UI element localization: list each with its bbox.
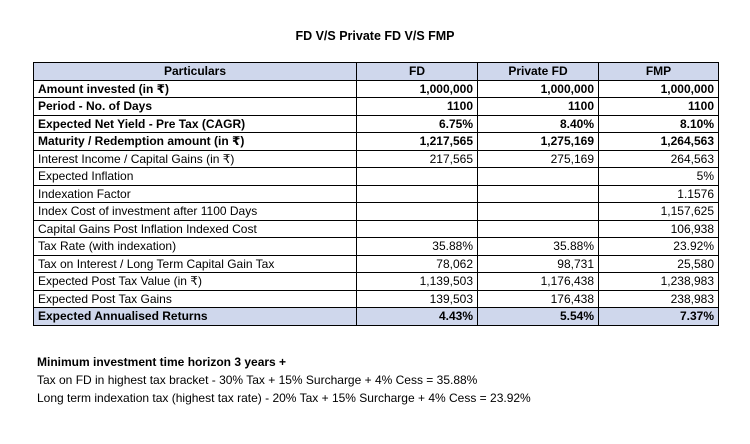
cell-private-fd: 1,000,000 (477, 79, 599, 98)
notes-heading: Minimum investment time horizon 3 years … (37, 355, 287, 369)
cell-fmp: 1,238,983 (598, 272, 719, 291)
notes: Minimum investment time horizon 3 years … (37, 353, 531, 407)
table-row: Indexation Factor 1.1576 (33, 184, 719, 203)
header-fmp: FMP (598, 62, 719, 81)
cell-fd: 35.88% (356, 237, 478, 256)
cell-fmp: 8.10% (598, 114, 719, 133)
cell-particulars: Amount invested (in ₹) (33, 79, 357, 98)
cell-fmp: 238,983 (598, 289, 719, 308)
cell-private-fd: 1,275,169 (477, 132, 599, 151)
cell-private-fd: 1100 (477, 97, 599, 116)
cell-fmp: 264,563 (598, 149, 719, 168)
cell-particulars: Tax Rate (with indexation) (33, 237, 357, 256)
comparison-table: Particulars FD Private FD FMP Amount inv… (33, 62, 719, 326)
cell-particulars: Expected Annualised Returns (33, 307, 357, 326)
cell-fmp: 1100 (598, 97, 719, 116)
cell-particulars: Tax on Interest / Long Term Capital Gain… (33, 254, 357, 273)
cell-particulars: Expected Net Yield - Pre Tax (CAGR) (33, 114, 357, 133)
table-row: Expected Net Yield - Pre Tax (CAGR) 6.75%… (33, 114, 719, 133)
cell-private-fd: 35.88% (477, 237, 599, 256)
cell-fd: 4.43% (356, 307, 478, 326)
cell-fmp: 7.37% (598, 307, 719, 326)
cell-fmp: 23.92% (598, 237, 719, 256)
cell-fmp: 106,938 (598, 219, 719, 238)
table-row: Amount invested (in ₹) 1,000,000 1,000,000… (33, 79, 719, 98)
cell-fd: 1,000,000 (356, 79, 478, 98)
cell-fd (356, 184, 478, 203)
table-row: Expected Post Tax Gains 139,503 176,438 238… (33, 289, 719, 308)
cell-fd: 6.75% (356, 114, 478, 133)
cell-fd: 1,217,565 (356, 132, 478, 151)
cell-fd: 217,565 (356, 149, 478, 168)
page-title: FD V/S Private FD V/S FMP (295, 29, 455, 43)
notes-line-fd-tax: Tax on FD in highest tax bracket - 30% T… (37, 373, 478, 387)
cell-private-fd: 275,169 (477, 149, 599, 168)
cell-fd: 78,062 (356, 254, 478, 273)
cell-private-fd (477, 184, 599, 203)
cell-particulars: Period - No. of Days (33, 97, 357, 116)
table-row: Tax Rate (with indexation) 35.88% 35.88% 23… (33, 237, 719, 256)
cell-particulars: Index Cost of investment after 1100 Days (33, 202, 357, 221)
cell-particulars: Expected Inflation (33, 167, 357, 186)
cell-private-fd: 5.54% (477, 307, 599, 326)
header-particulars: Particulars (33, 62, 357, 81)
cell-private-fd (477, 167, 599, 186)
table-row: Interest Income / Capital Gains (in ₹) 21… (33, 149, 719, 168)
cell-fd: 1100 (356, 97, 478, 116)
cell-particulars: Interest Income / Capital Gains (in ₹) (33, 149, 357, 168)
cell-fd: 139,503 (356, 289, 478, 308)
table-row: Expected Post Tax Value (in ₹) 1,139,503 1… (33, 272, 719, 291)
table-row: Maturity / Redemption amount (in ₹) 1,217… (33, 132, 719, 151)
table-row: Expected Annualised Returns 4.43% 5.54% 7.3… (33, 307, 719, 326)
table-row: Tax on Interest / Long Term Capital Gain… (33, 254, 719, 273)
cell-fd: 1,139,503 (356, 272, 478, 291)
table-row: Index Cost of investment after 1100 Days… (33, 202, 719, 221)
cell-particulars: Expected Post Tax Value (in ₹) (33, 272, 357, 291)
notes-line-indexation-tax: Long term indexation tax (highest tax ra… (37, 391, 531, 405)
table-row: Period - No. of Days 1100 1100 1100 (33, 97, 719, 116)
cell-fd (356, 167, 478, 186)
cell-fmp: 1.1576 (598, 184, 719, 203)
cell-private-fd (477, 219, 599, 238)
cell-particulars: Capital Gains Post Inflation Indexed Cos… (33, 219, 357, 238)
cell-private-fd: 1,176,438 (477, 272, 599, 291)
header-private-fd: Private FD (477, 62, 599, 81)
cell-particulars: Maturity / Redemption amount (in ₹) (33, 132, 357, 151)
cell-fmp: 1,000,000 (598, 79, 719, 98)
cell-private-fd: 98,731 (477, 254, 599, 273)
table-header-row: Particulars FD Private FD FMP (33, 62, 719, 81)
cell-fmp: 5% (598, 167, 719, 186)
cell-private-fd (477, 202, 599, 221)
cell-fmp: 25,580 (598, 254, 719, 273)
header-fd: FD (356, 62, 478, 81)
cell-fd (356, 219, 478, 238)
cell-particulars: Expected Post Tax Gains (33, 289, 357, 308)
cell-private-fd: 8.40% (477, 114, 599, 133)
table-row: Expected Inflation 5% (33, 167, 719, 186)
cell-fmp: 1,157,625 (598, 202, 719, 221)
cell-fmp: 1,264,563 (598, 132, 719, 151)
cell-particulars: Indexation Factor (33, 184, 357, 203)
cell-fd (356, 202, 478, 221)
cell-private-fd: 176,438 (477, 289, 599, 308)
table-body: Amount invested (in ₹) 1,000,000 1,000,000… (33, 79, 719, 326)
table-row: Capital Gains Post Inflation Indexed Cos… (33, 219, 719, 238)
